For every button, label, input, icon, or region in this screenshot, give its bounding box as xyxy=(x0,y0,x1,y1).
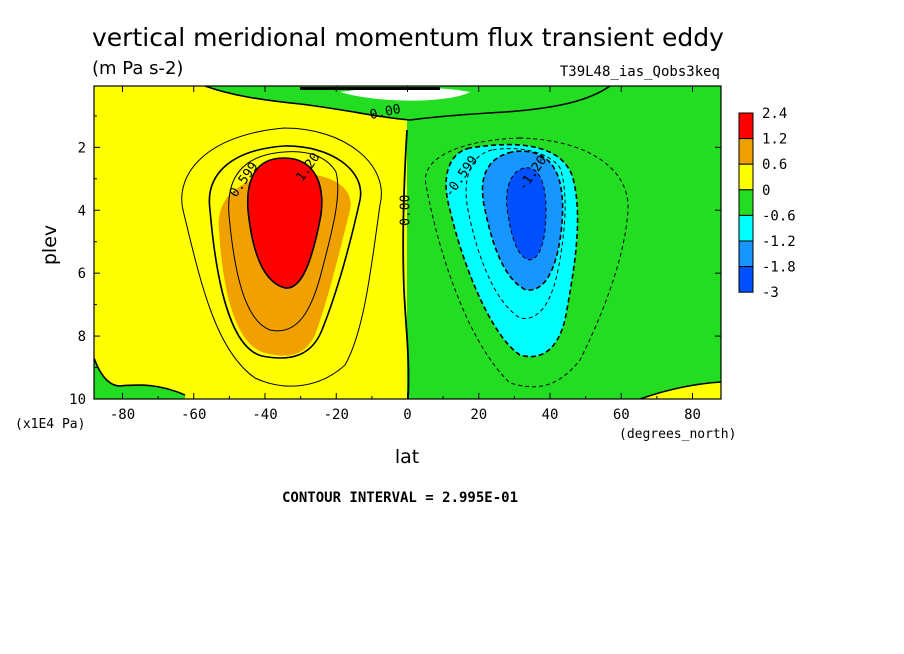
colorbar-label: 0 xyxy=(762,183,770,199)
colorbar-swatch xyxy=(738,266,754,293)
x-tick-label: -40 xyxy=(252,407,277,423)
contour-neg-090 xyxy=(465,148,566,319)
fill-green-bottom-left xyxy=(94,358,185,399)
y-tick-label: 10 xyxy=(69,392,86,408)
chart-title: vertical meridional momentum flux transi… xyxy=(92,23,724,52)
contour-neg-outer xyxy=(424,137,629,388)
colorbar-label: 2.4 xyxy=(762,106,787,122)
contour-zero-vertical xyxy=(402,129,410,399)
x-tick-label: 60 xyxy=(613,407,630,423)
x-tick-label: 0 xyxy=(403,407,411,423)
contour-zero-bottom-right xyxy=(639,381,721,399)
y-axis: 2 4 6 8 10 xyxy=(69,115,721,408)
contour-neg-0599 xyxy=(445,143,579,358)
colorbar-label: -0.6 xyxy=(762,208,796,224)
colorbar-swatch xyxy=(738,189,754,216)
y-tick-label: 4 xyxy=(78,203,86,219)
y-axis-unit: (x1E4 Pa) xyxy=(15,417,85,432)
contour-label: 0.00 xyxy=(369,102,403,123)
colorbar-swatch xyxy=(738,240,754,268)
colorbar-swatch xyxy=(738,214,754,242)
contour-label: 0.00 xyxy=(398,195,413,226)
x-tick-label: -20 xyxy=(324,407,349,423)
chart-units: (m Pa s-2) xyxy=(92,58,183,79)
colorbar-label: -3 xyxy=(762,285,779,301)
contour-zero-bottom-left xyxy=(94,357,186,396)
y-tick-label: 2 xyxy=(78,140,86,156)
contour-pos-120 xyxy=(246,157,323,289)
contour-zero-top xyxy=(204,86,611,121)
colorbar-swatch xyxy=(738,112,754,140)
fill-yellow-bottom-right xyxy=(640,382,721,399)
x-tick-label: -60 xyxy=(181,407,206,423)
x-tick-label: 40 xyxy=(542,407,559,423)
x-tick-label: 80 xyxy=(684,407,701,423)
colorbar-label: 0.6 xyxy=(762,157,787,173)
fill-red-core xyxy=(247,158,322,289)
fill-blue-core xyxy=(506,167,546,260)
contour-field xyxy=(94,86,721,399)
contour-pos-090 xyxy=(228,151,339,332)
contour-top-band xyxy=(300,87,440,90)
fill-white-top xyxy=(340,87,470,101)
contour-interval-text: CONTOUR INTERVAL = 2.995E-01 xyxy=(282,490,518,506)
colorbar-label: -1.2 xyxy=(762,234,796,250)
contour-pos-outer xyxy=(181,127,382,387)
y-axis-label: plev xyxy=(39,225,61,265)
dataset-label: T39L48_ias_Qobs3keq xyxy=(560,64,720,80)
colorbar: 2.4 1.2 0.6 0 -0.6 -1.2 -1.8 -3 xyxy=(738,106,796,301)
colorbar-label: 1.2 xyxy=(762,132,787,148)
x-tick-label: -80 xyxy=(110,407,135,423)
colorbar-swatch xyxy=(738,138,754,165)
x-tick-label: 20 xyxy=(470,407,487,423)
y-tick-label: 8 xyxy=(78,329,86,345)
x-axis: -80 -60 -40 -20 0 20 40 60 80 xyxy=(110,86,701,423)
contour-neg-120 xyxy=(481,150,564,291)
y-tick-label: 6 xyxy=(78,266,86,282)
x-axis-label: lat xyxy=(395,446,419,468)
x-axis-unit: (degrees_north) xyxy=(619,427,736,442)
colorbar-swatch xyxy=(738,163,754,191)
contour-neg-180 xyxy=(506,167,547,261)
colorbar-label: -1.8 xyxy=(762,260,796,276)
contour-pos-0599 xyxy=(208,145,362,359)
